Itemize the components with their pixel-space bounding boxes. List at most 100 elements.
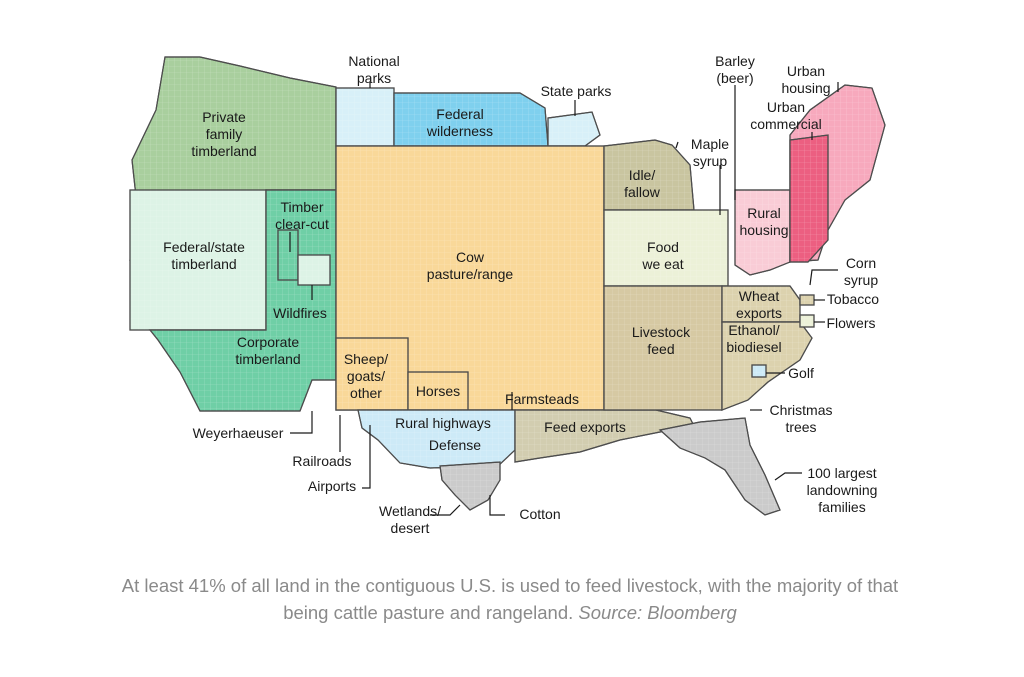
label-sheep-goats-other: Sheep/goats/other (344, 351, 388, 401)
label-line: we eat (641, 256, 683, 272)
label-line: State parks (541, 83, 612, 99)
label-federal-wilderness: Federal wilderness (426, 106, 493, 139)
label-state-parks: State parks (541, 83, 612, 99)
label-ethanol-biodiesel: Ethanol/biodiesel (726, 322, 781, 355)
label-private-family-timberland: Private family timberland (191, 109, 256, 159)
label-line: Wetlands/ (379, 503, 441, 519)
label-line: Golf (788, 365, 814, 381)
label-line: Federal (436, 106, 483, 122)
label-line: Corporate (237, 334, 299, 350)
label-line: Maple (691, 136, 729, 152)
label-flowers: Flowers (826, 315, 875, 331)
region-texture (751, 364, 767, 378)
label-barley-beer: Barley (beer) (715, 53, 755, 86)
region-texture (721, 285, 801, 323)
label-line: Cow (456, 249, 485, 265)
label-line: biodiesel (726, 339, 781, 355)
region-texture (393, 92, 549, 147)
label-line: Airports (308, 478, 356, 494)
region-texture (547, 111, 601, 147)
label-golf: Golf (788, 365, 814, 381)
label-cow-pasture-range: Cow pasture/range (427, 249, 514, 282)
label-wetlands-desert: Wetlands/desert (379, 503, 441, 536)
label-line: family (206, 126, 243, 142)
label-line: Defense (429, 437, 481, 453)
label-line: fallow (624, 184, 661, 200)
label-line: Idle/ (629, 167, 656, 183)
label-corn-syrup: Corn syrup (844, 255, 878, 288)
label-weyerhaeuser: Weyerhaeuser (193, 425, 284, 441)
label-horses: Horses (416, 383, 460, 399)
label-livestock-feed: Livestock feed (632, 324, 691, 357)
region-texture (335, 337, 409, 411)
label-line: pasture/range (427, 266, 514, 282)
label-line: housing (739, 222, 788, 238)
label-line: Barley (715, 53, 755, 69)
leader-lines (289, 82, 839, 516)
label-line: trees (785, 419, 816, 435)
label-largest-landowning-families: 100 largest landowning families (807, 465, 878, 515)
label-line: Horses (416, 383, 460, 399)
caption-text: At least 41% of all land in the contiguo… (121, 575, 899, 623)
label-line: wilderness (426, 123, 493, 139)
label-wheat-exports: Wheat exports (736, 288, 782, 321)
label-line: timberland (171, 256, 236, 272)
region-texture (789, 134, 829, 263)
label-maple-syrup: Maple syrup (691, 136, 729, 169)
region-texture (277, 229, 299, 281)
label-line: Rural (747, 205, 780, 221)
label-line: Christmas (769, 402, 832, 418)
label-line: (beer) (716, 70, 753, 86)
region-texture (439, 461, 501, 511)
label-food-we-eat: Food we eat (641, 239, 683, 272)
label-tobacco: Tobacco (827, 291, 879, 307)
label-line: exports (736, 305, 782, 321)
label-line: Cotton (519, 506, 560, 522)
label-federal-state-timberland: Federal/state timberland (163, 239, 245, 272)
label-line: families (818, 499, 865, 515)
figure-caption: At least 41% of all land in the contiguo… (110, 572, 910, 626)
label-farmsteads: Farmsteads (505, 391, 579, 407)
region-texture (658, 417, 781, 516)
label-line: parks (357, 70, 391, 86)
label-railroads: Railroads (292, 453, 351, 469)
label-national-parks: National parks (348, 53, 399, 86)
label-corporate-timberland: Corporate timberland (235, 334, 300, 367)
label-line: Railroads (292, 453, 351, 469)
label-line: Weyerhaeuser (193, 425, 284, 441)
label-wildfires: Wildfires (273, 305, 327, 321)
label-line: Wheat (739, 288, 780, 304)
label-urban-housing: Urban housing (781, 63, 830, 96)
region-texture (603, 209, 729, 287)
label-line: goats/ (347, 368, 385, 384)
label-line: landowning (807, 482, 878, 498)
label-idle-fallow: Idle/fallow (624, 167, 661, 200)
region-texture (407, 371, 469, 411)
label-airports: Airports (308, 478, 356, 494)
label-line: housing (781, 80, 830, 96)
label-rural-housing: Rural housing (739, 205, 788, 238)
label-line: Ethanol/ (728, 322, 779, 338)
label-line: other (350, 385, 382, 401)
label-christmas-trees: Christmas trees (769, 402, 832, 435)
label-rural-highways: Rural highways (395, 415, 491, 431)
label-line: syrup (844, 272, 878, 288)
label-line: Feed exports (544, 419, 626, 435)
region-texture (297, 254, 331, 286)
label-line: desert (391, 520, 430, 536)
label-line: syrup (693, 153, 727, 169)
label-line: Tobacco (827, 291, 879, 307)
label-line: Timber (280, 199, 323, 215)
region-texture (799, 314, 815, 328)
label-cotton: Cotton (519, 506, 560, 522)
region-texture (603, 285, 723, 411)
label-line: commercial (750, 116, 822, 132)
label-line: 100 largest (807, 465, 876, 481)
label-line: Livestock (632, 324, 691, 340)
label-line: Wildfires (273, 305, 327, 321)
map-labels: National parks State parks Federal wildern… (163, 53, 879, 536)
label-line: Sheep/ (344, 351, 388, 367)
label-line: timberland (235, 351, 300, 367)
label-line: Rural highways (395, 415, 491, 431)
label-line: Flowers (826, 315, 875, 331)
